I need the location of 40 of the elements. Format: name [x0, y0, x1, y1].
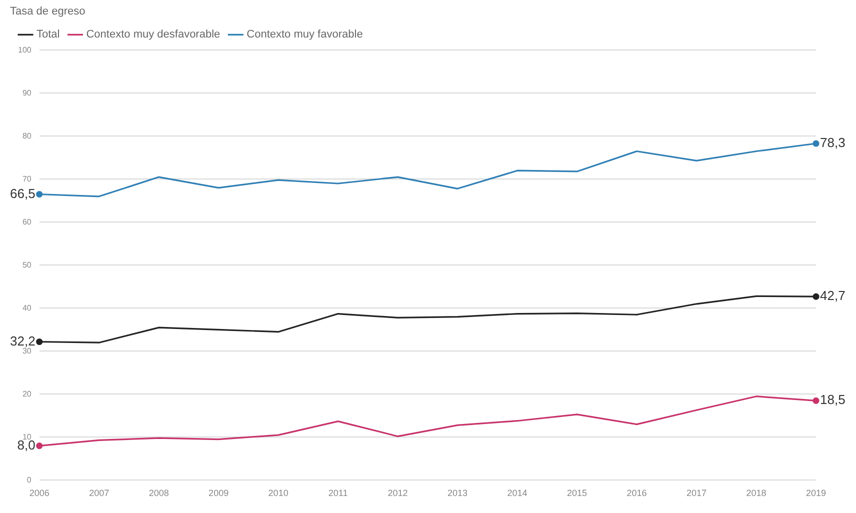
x-tick-label: 2016 [626, 488, 647, 498]
legend-label: Contexto muy desfavorable [86, 28, 220, 41]
data-label: 78,3 [820, 135, 846, 150]
legend-title: Tasa de egreso [10, 6, 86, 18]
point [36, 338, 43, 346]
y-tick-label: 80 [22, 131, 32, 140]
y-tick-label: 0 [26, 475, 32, 484]
y-tick-label: 30 [22, 346, 32, 356]
x-tick-label: 2017 [686, 488, 707, 498]
x-tick-label: 2013 [448, 488, 468, 498]
x-tick-label: 2009 [208, 488, 229, 498]
x-tick-label: 2010 [268, 488, 288, 498]
point [812, 140, 820, 147]
y-tick-label: 70 [22, 174, 32, 184]
x-tick-label: 2019 [806, 488, 826, 498]
x-tick-label: 2006 [29, 488, 50, 498]
y-tick-label: 60 [22, 217, 32, 226]
y-tick-label: 90 [22, 88, 32, 98]
x-tick-label: 2014 [507, 488, 528, 498]
y-tick-label: 10 [22, 432, 32, 442]
x-tick-label: 2018 [746, 488, 766, 498]
point [812, 397, 820, 404]
x-tick-label: 2012 [388, 488, 408, 498]
x-tick-label: 2007 [89, 488, 110, 498]
y-tick-label: 100 [18, 45, 32, 54]
x-tick-label: 2015 [567, 488, 588, 498]
point [36, 190, 43, 198]
point [36, 442, 43, 450]
y-tick-label: 40 [22, 303, 32, 312]
data-label: 32,2 [10, 333, 36, 348]
y-tick-label: 50 [22, 260, 32, 270]
data-label: 18,5 [820, 392, 846, 408]
y-tick-label: 20 [22, 389, 32, 398]
data-label: 66,5 [10, 186, 36, 201]
x-tick-label: 2011 [328, 488, 348, 498]
legend-label: Contexto muy favorable [246, 28, 363, 41]
data-label: 42,7 [820, 288, 846, 304]
point [812, 293, 820, 300]
x-tick-label: 2008 [148, 488, 169, 498]
legend-label: Total [36, 28, 60, 41]
